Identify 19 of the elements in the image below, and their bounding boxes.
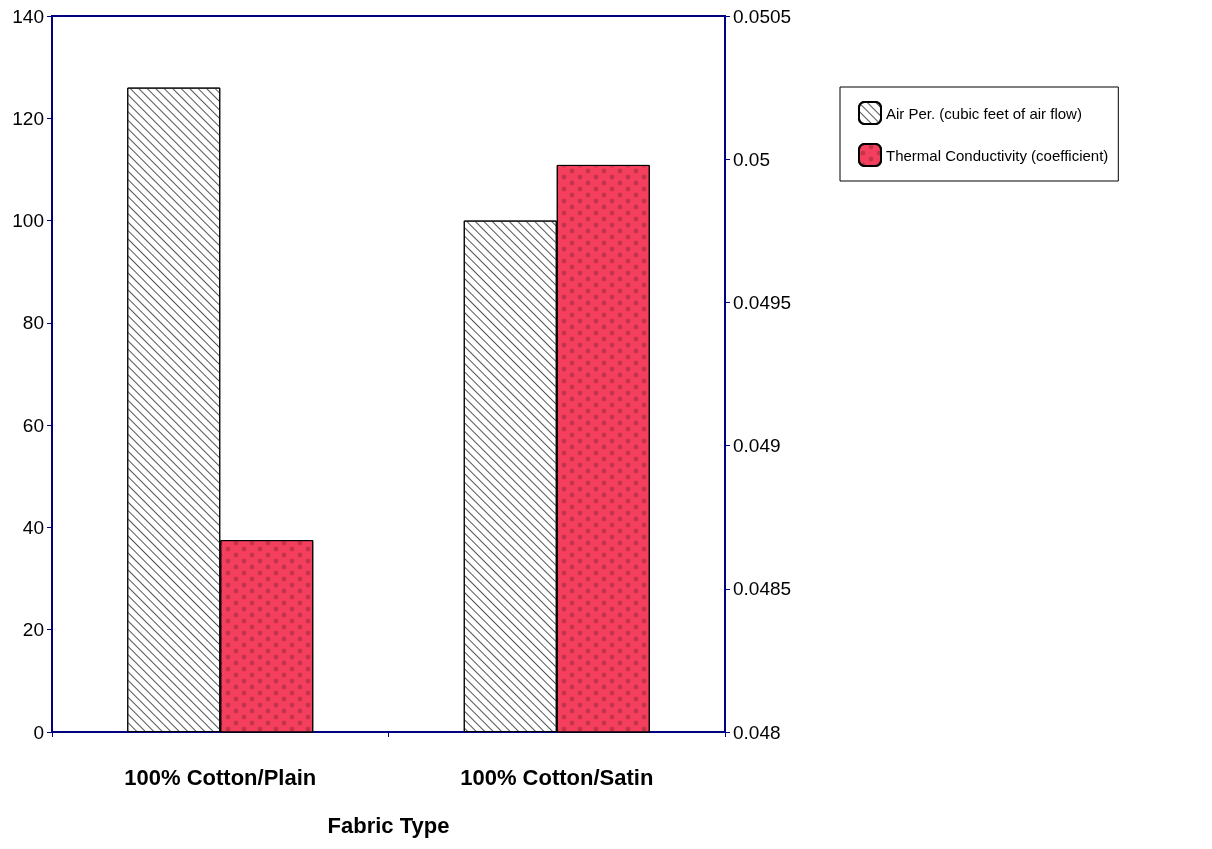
y2-tick-label: 0.0495 <box>733 291 792 313</box>
y-tick-label: 20 <box>22 619 44 641</box>
legend-label: Air Per. (cubic feet of air flow) <box>886 104 1082 122</box>
y2-tick-label: 0.0505 <box>733 5 792 27</box>
y-tick-label: 120 <box>12 107 44 129</box>
y2-tick-label: 0.048 <box>733 721 781 743</box>
x-tick-label: 100% Cotton/Satin <box>460 764 654 790</box>
y2-tick-label: 0.049 <box>733 435 781 457</box>
y-tick-label: 140 <box>12 5 44 27</box>
x-axis-title: Fabric Type <box>327 812 450 838</box>
y2-tick-label: 0.05 <box>733 148 770 170</box>
y-tick-label: 80 <box>22 312 44 334</box>
y-tick-label: 0 <box>33 721 44 743</box>
y-tick-label: 100 <box>12 210 44 232</box>
y2-tick-label: 0.0485 <box>733 578 792 600</box>
x-tick-label: 100% Cotton/Plain <box>124 764 317 790</box>
y-tick-label: 60 <box>22 414 44 436</box>
legend-label: Thermal Conductivity (coefficient) <box>886 146 1109 164</box>
y-tick-label: 40 <box>22 516 44 538</box>
